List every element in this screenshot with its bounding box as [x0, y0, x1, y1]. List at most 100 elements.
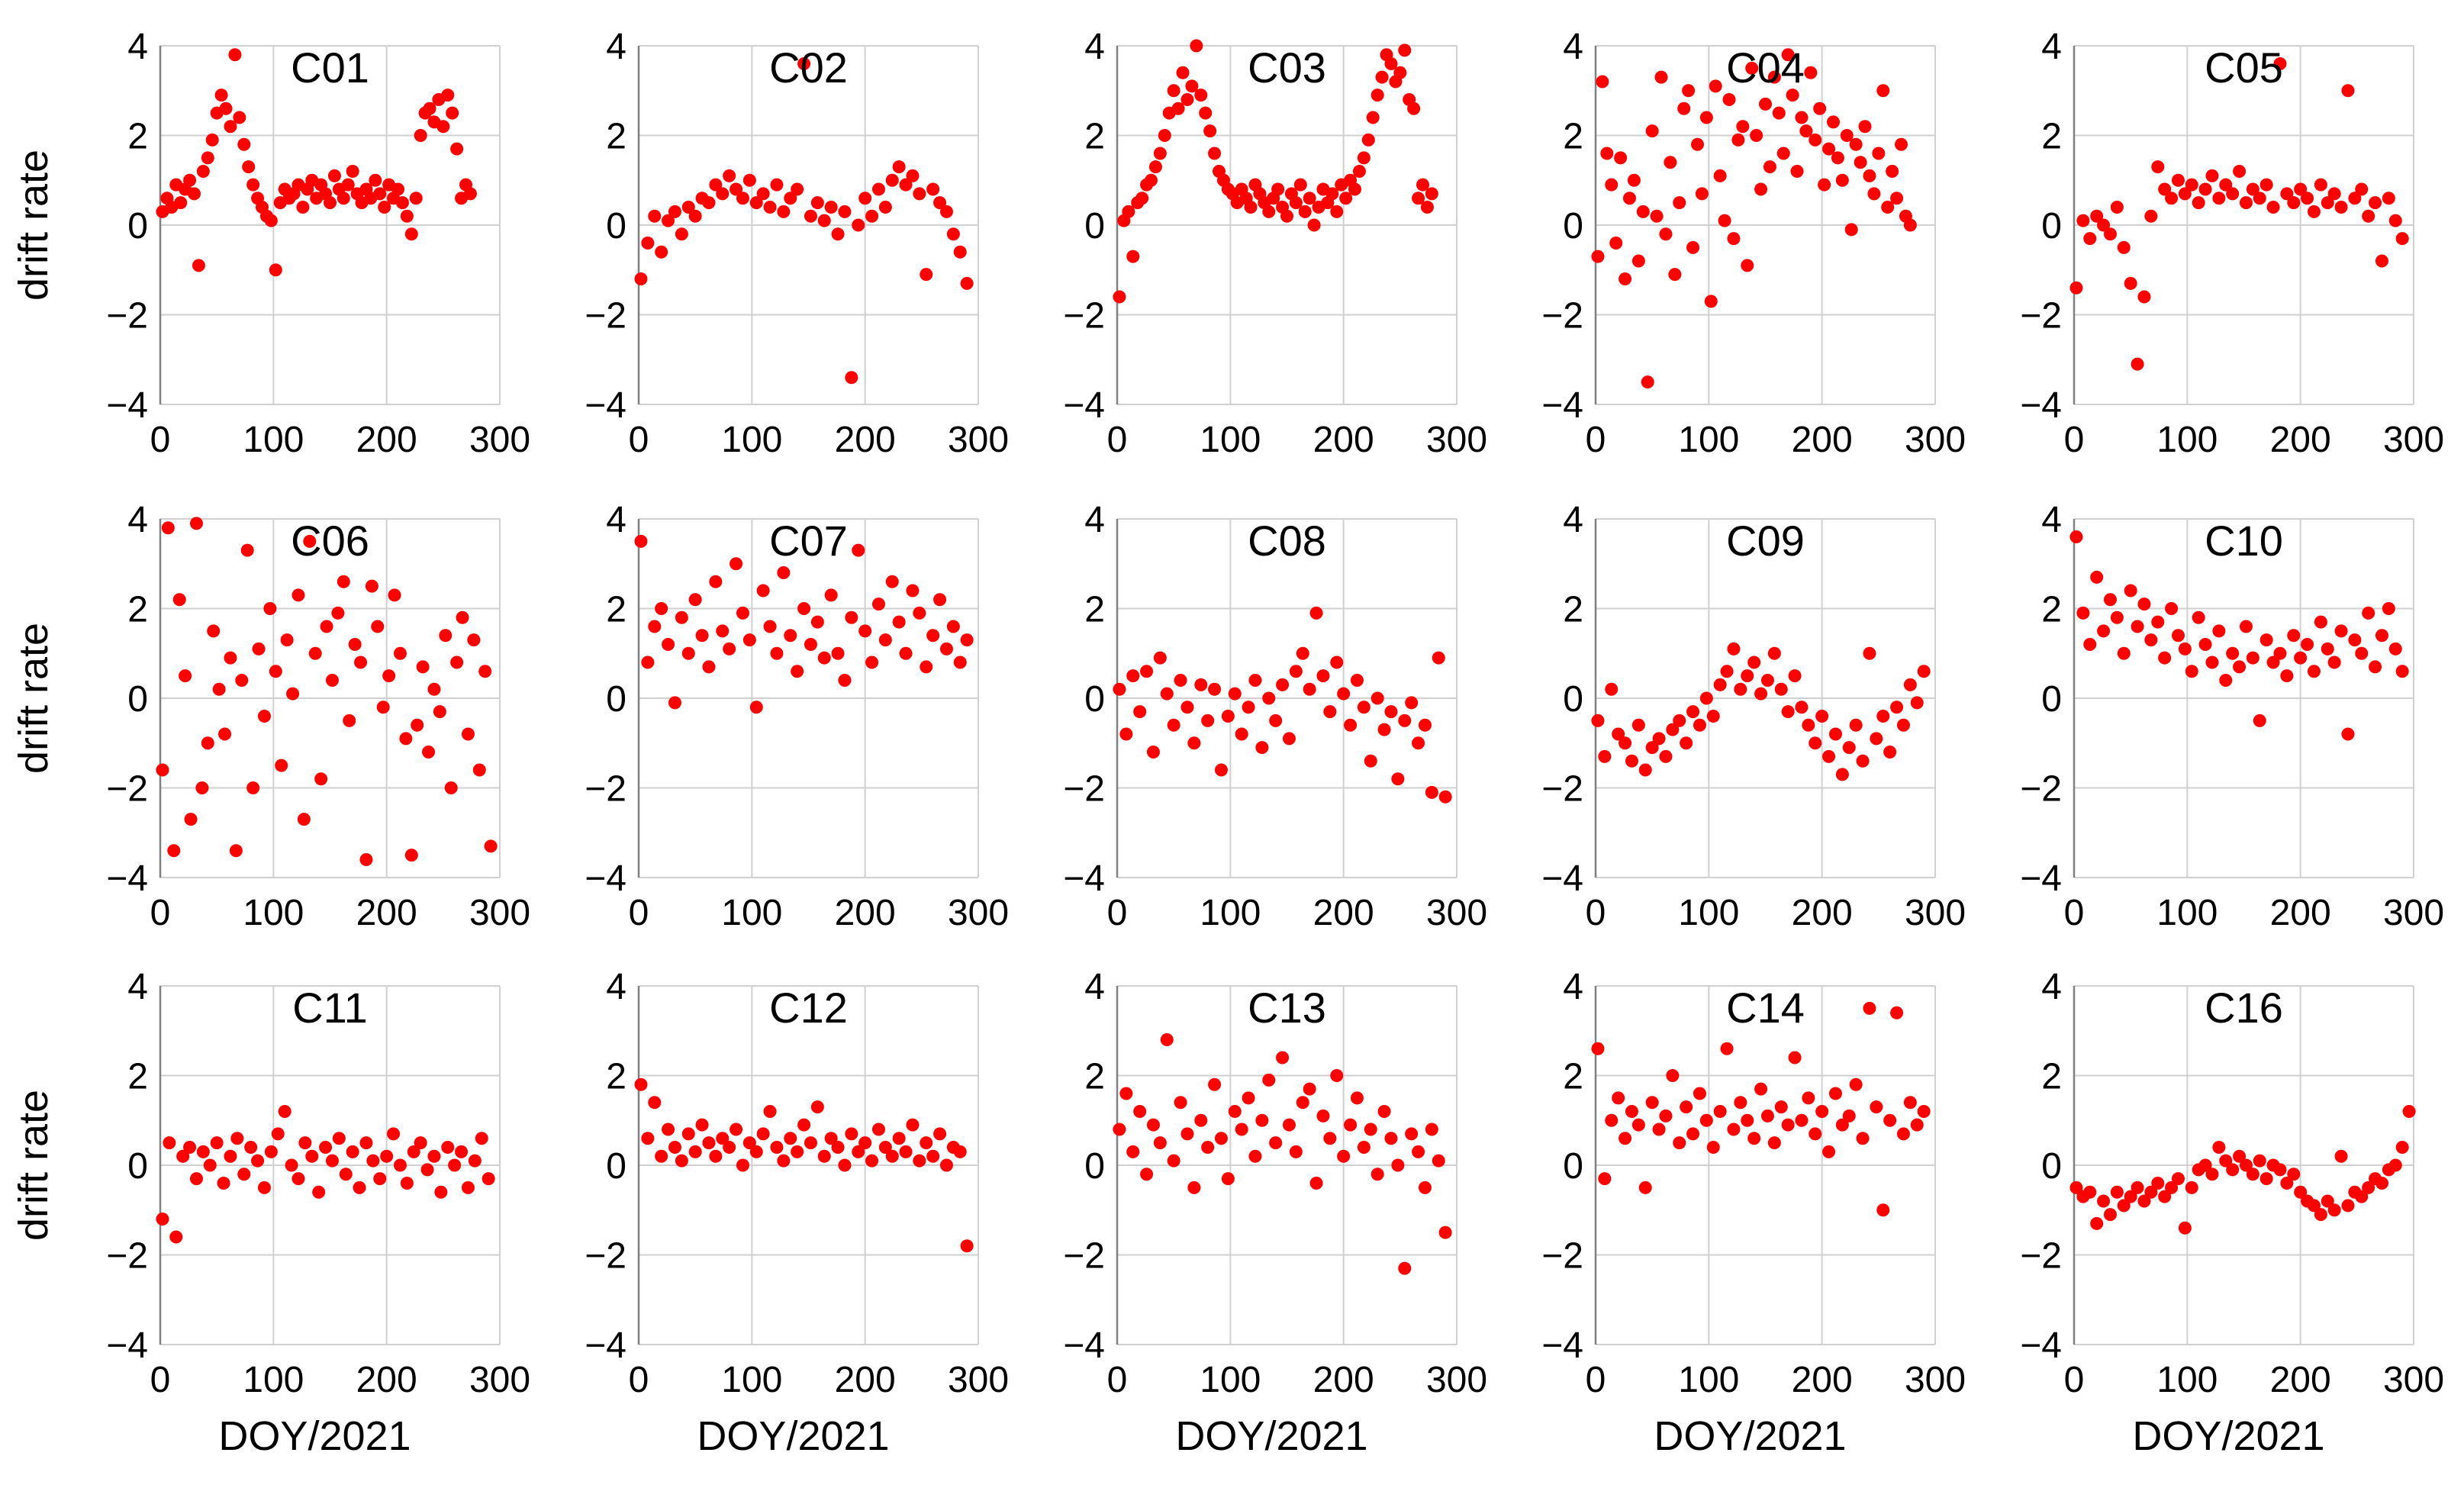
data-point — [1718, 214, 1731, 227]
data-point — [858, 624, 872, 638]
data-point — [1741, 259, 1754, 272]
x-tick-label: 0 — [150, 420, 171, 460]
data-point — [2103, 1208, 2117, 1222]
data-point — [1727, 232, 1741, 246]
data-point — [1706, 1141, 1720, 1154]
data-point — [2097, 218, 2111, 232]
y-axis-label: drift rate — [11, 150, 56, 301]
data-point — [913, 187, 926, 201]
data-point — [1704, 295, 1718, 308]
data-point — [730, 557, 743, 571]
data-point — [1788, 1051, 1802, 1065]
data-point — [926, 182, 940, 196]
data-point — [1366, 111, 1380, 124]
y-tick-label: 2 — [606, 117, 626, 157]
data-point — [1917, 1105, 1931, 1118]
data-point — [2287, 629, 2301, 643]
y-tick-label: 0 — [606, 679, 626, 720]
data-point — [845, 610, 858, 624]
x-tick-label: 300 — [1905, 420, 1966, 460]
data-point — [1645, 1096, 1659, 1110]
data-point — [1119, 1087, 1133, 1100]
y-tick-label: −2 — [585, 1236, 626, 1277]
data-points — [2069, 530, 2409, 741]
data-point — [906, 584, 920, 598]
data-point — [2097, 624, 2111, 638]
data-point — [1201, 713, 1215, 727]
data-point — [1890, 1006, 1904, 1019]
data-point — [205, 133, 219, 147]
x-tick-label: 100 — [1678, 420, 1739, 460]
data-point — [1309, 606, 1323, 620]
data-point — [1722, 93, 1736, 106]
data-point — [1835, 1118, 1849, 1132]
data-point — [2348, 192, 2362, 205]
data-point — [736, 606, 749, 620]
data-point — [1664, 156, 1677, 169]
data-point — [414, 129, 427, 142]
data-point — [742, 173, 756, 187]
data-point — [668, 1141, 681, 1154]
data-point — [1638, 763, 1652, 777]
data-point — [1895, 137, 1908, 151]
y-tick-label: 0 — [1084, 206, 1105, 246]
data-point — [1641, 375, 1654, 389]
data-point — [838, 674, 852, 687]
data-point — [2294, 182, 2308, 196]
data-point — [2321, 1194, 2334, 1208]
data-point — [2165, 192, 2179, 205]
data-point — [2110, 1185, 2124, 1199]
y-tick-label: −4 — [1063, 858, 1105, 899]
data-point — [439, 629, 453, 643]
data-point — [2171, 629, 2185, 643]
data-point — [2178, 187, 2192, 201]
data-point — [1631, 718, 1645, 732]
data-point — [1736, 120, 1750, 134]
data-point — [1849, 718, 1863, 732]
data-point — [1160, 687, 1174, 701]
data-point — [885, 173, 899, 187]
data-point — [723, 169, 736, 182]
data-point — [1596, 75, 1609, 89]
data-point — [427, 682, 441, 696]
data-point — [675, 1154, 688, 1168]
data-point — [709, 575, 723, 588]
data-point — [1680, 1100, 1693, 1114]
data-point — [1269, 1136, 1283, 1150]
data-point — [423, 101, 436, 115]
data-point — [1330, 205, 1344, 218]
data-point — [1208, 682, 1222, 696]
data-point — [2395, 1141, 2409, 1154]
x-tick-label: 0 — [1586, 893, 1606, 933]
data-point — [2239, 620, 2253, 633]
data-point — [1659, 749, 1673, 763]
data-point — [1438, 1226, 1452, 1239]
data-point — [407, 1145, 420, 1158]
data-point — [2266, 201, 2280, 214]
data-points — [156, 48, 477, 277]
data-point — [1917, 665, 1931, 678]
data-point — [240, 543, 254, 557]
data-point — [2382, 602, 2395, 615]
y-tick-label: −4 — [106, 385, 148, 426]
y-axis-label: drift rate — [11, 623, 56, 774]
data-point — [219, 101, 233, 115]
data-point — [1623, 192, 1636, 205]
data-point — [702, 196, 716, 210]
y-tick-label: 2 — [127, 117, 148, 157]
data-point — [1619, 1132, 1632, 1145]
data-point — [810, 196, 824, 210]
y-tick-label: −2 — [585, 296, 626, 337]
data-point — [1418, 718, 1432, 732]
data-point — [478, 665, 492, 678]
data-point — [1754, 1082, 1768, 1096]
data-point — [1289, 196, 1303, 210]
data-point — [1747, 655, 1761, 669]
y-tick-label: 4 — [1084, 967, 1105, 1007]
data-point — [1804, 66, 1818, 79]
x-tick-label: 0 — [2064, 893, 2085, 933]
data-point — [1145, 173, 1158, 187]
data-point — [1781, 1118, 1795, 1132]
data-point — [1221, 1172, 1235, 1186]
data-point — [2097, 1194, 2111, 1208]
